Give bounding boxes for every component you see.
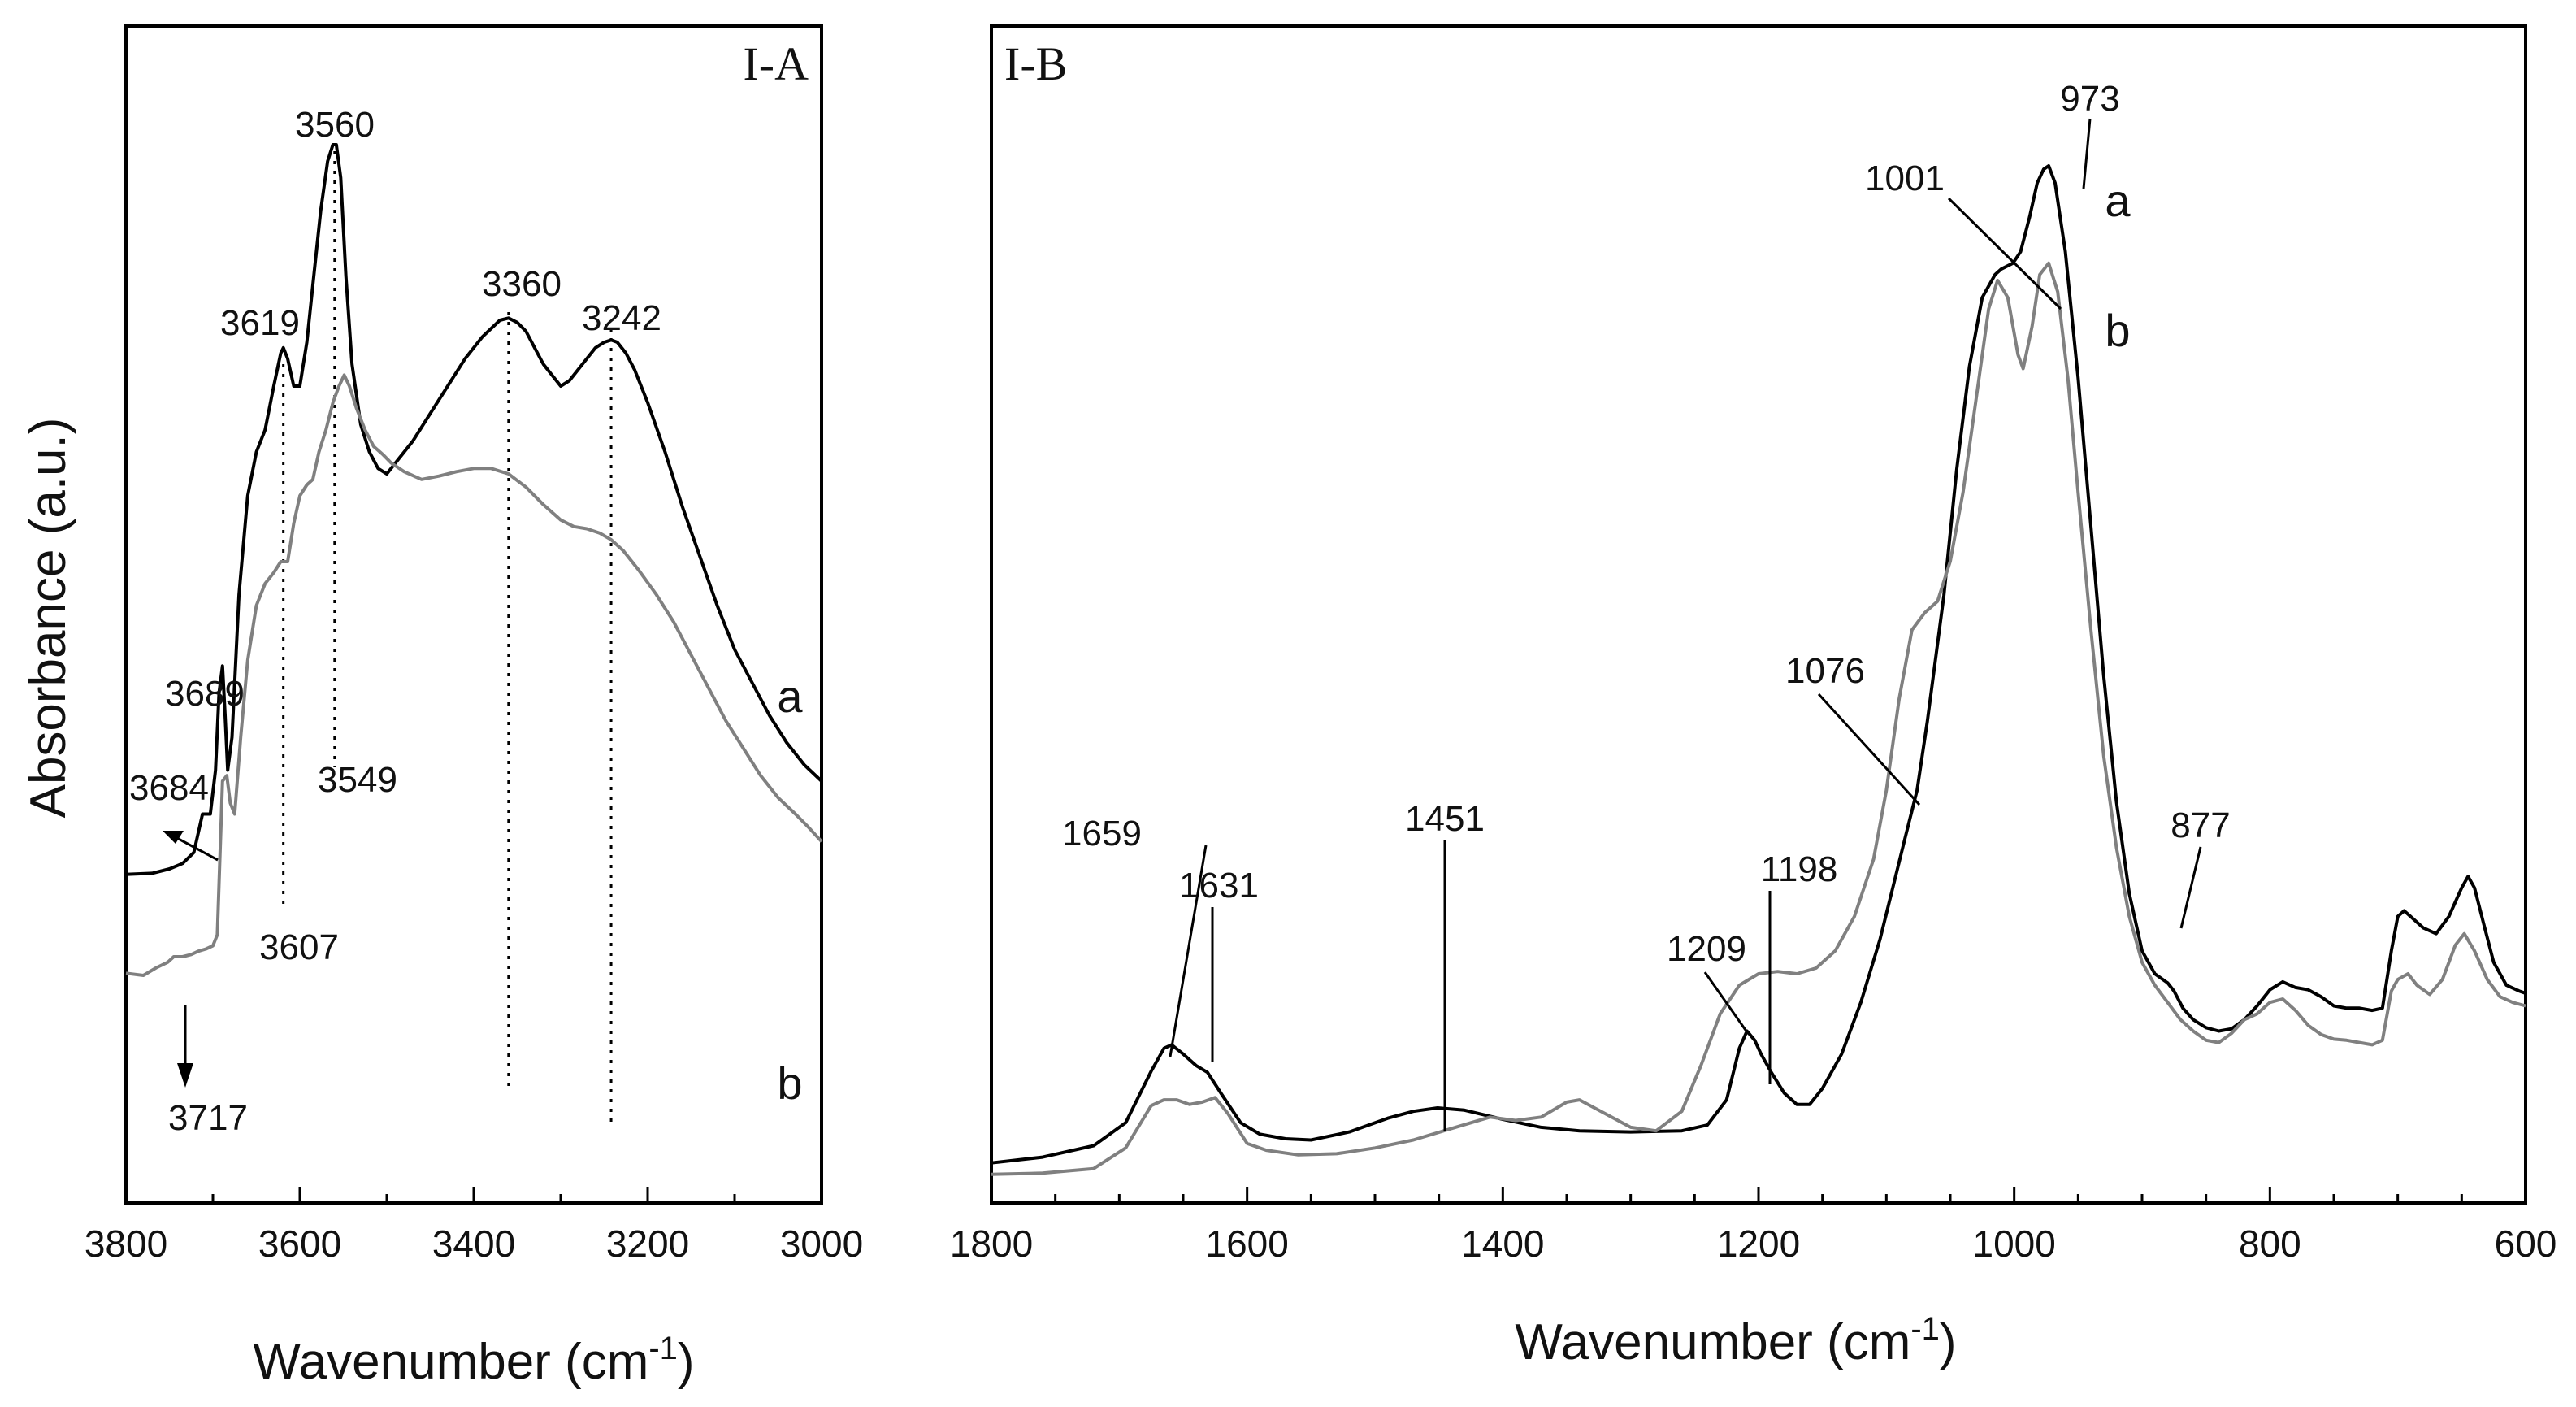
x-tick-label-1000: 1000	[1972, 1222, 2055, 1265]
spectra-i-a	[125, 143, 823, 977]
guide-lines-i-a	[282, 151, 613, 1122]
panel-label-i-b: I-B	[1004, 37, 1067, 90]
series-label-b-i-a: b	[777, 1057, 802, 1109]
panel-i-a: I-A 3800 3600 3400 3200 3000 3560 3619 3360 …	[20, 24, 863, 1390]
series-label-a-i-a: a	[777, 671, 803, 722]
x-axis-ticks-i-a	[124, 1187, 823, 1203]
spectrum-a	[125, 143, 823, 876]
spectrum-a	[991, 164, 2526, 1165]
panel-i-b: I-B 1800 1600 1400 1200 1000 800 600 973 1001 …	[950, 24, 2557, 1370]
x-tick-label-600: 600	[2495, 1222, 2557, 1265]
x-axis-ticks-i-b	[990, 1187, 2527, 1203]
x-tick-label-3200: 3200	[606, 1222, 689, 1265]
y-axis-title-i-a: Absorbance (a.u.)	[20, 418, 76, 819]
peak-label-1198: 1198	[1761, 849, 1838, 889]
x-axis-tick-labels-i-a: 3800 3600 3400 3200 3000	[85, 1222, 863, 1265]
leader-1659	[1169, 845, 1208, 1057]
peak-label-3549: 3549	[318, 760, 397, 800]
arrow-3684-head	[163, 831, 184, 844]
arrow-3684-line	[175, 836, 219, 862]
spectra-i-b	[991, 164, 2526, 1176]
plot-frame-i-a	[124, 24, 823, 1205]
peak-label-3717: 3717	[168, 1098, 248, 1138]
peak-label-973: 973	[2060, 79, 2119, 119]
peak-label-3684: 3684	[129, 768, 209, 808]
peak-label-1001: 1001	[1865, 159, 1945, 198]
peak-label-1209: 1209	[1667, 929, 1746, 969]
peak-label-1631: 1631	[1179, 866, 1259, 905]
peak-label-3560: 3560	[295, 105, 375, 145]
spectrum-b	[991, 261, 2526, 1176]
x-axis-title-i-a: Wavenumber (cm-1)	[253, 1331, 694, 1390]
leader-877	[2179, 846, 2202, 929]
peak-label-3619: 3619	[220, 303, 300, 343]
leader-1076	[1817, 693, 1921, 806]
x-tick-label-3400: 3400	[432, 1222, 515, 1265]
x-tick-label-1400: 1400	[1461, 1222, 1544, 1265]
x-tick-label-3000: 3000	[780, 1222, 863, 1265]
leader-1001	[1947, 197, 2062, 310]
arrow-3717-head	[177, 1063, 193, 1088]
x-tick-label-1800: 1800	[950, 1222, 1033, 1265]
peak-label-1076: 1076	[1785, 651, 1865, 691]
x-tick-label-1600: 1600	[1205, 1222, 1288, 1265]
series-label-b-i-b: b	[2105, 305, 2130, 356]
leader-973	[2082, 118, 2092, 189]
peak-label-1659: 1659	[1062, 814, 1142, 853]
series-label-a-i-b: a	[2105, 175, 2131, 226]
spectrum-b	[125, 373, 823, 977]
peak-label-877: 877	[2171, 806, 2230, 845]
x-tick-label-3600: 3600	[258, 1222, 341, 1265]
peak-label-3607: 3607	[259, 927, 339, 967]
peak-label-3360: 3360	[482, 264, 562, 304]
x-tick-label-1200: 1200	[1717, 1222, 1800, 1265]
x-tick-label-800: 800	[2239, 1222, 2301, 1265]
x-axis-tick-labels-i-b: 1800 1600 1400 1200 1000 800 600	[950, 1222, 2557, 1265]
x-axis-title-i-b: Wavenumber (cm-1)	[1515, 1311, 1956, 1370]
peak-label-3242: 3242	[582, 298, 661, 338]
panel-label-i-a: I-A	[743, 37, 809, 90]
leader-1209	[1703, 971, 1749, 1033]
x-tick-label-3800: 3800	[85, 1222, 167, 1265]
peak-label-3689: 3689	[165, 674, 245, 714]
peak-label-1451: 1451	[1405, 799, 1485, 839]
plot-frame-i-b	[990, 24, 2527, 1205]
